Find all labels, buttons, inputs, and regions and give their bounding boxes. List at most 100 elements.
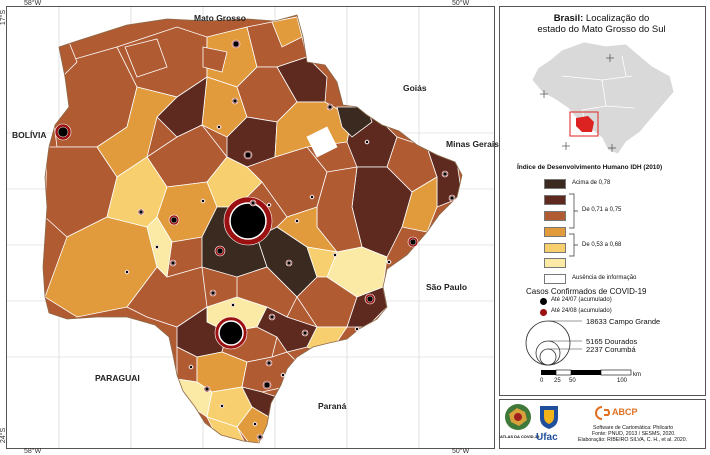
cases-circle-jul (449, 195, 455, 201)
atlas-logo-text: ATLAS DA COVID-19 (500, 434, 540, 439)
label-mato-grosso: Mato Grosso (194, 13, 246, 23)
cases-circle-jul (232, 98, 238, 104)
cases-legend-dot (540, 309, 547, 316)
circle-place-2: Dourados (604, 337, 638, 346)
inset-brazil-map (531, 41, 675, 155)
ufac-shield-icon (540, 406, 558, 429)
brazil-shape (531, 41, 675, 155)
lon-label-bottom-left: 58°W (24, 448, 42, 455)
label-parana: Paraná (318, 401, 347, 411)
idh-swatch (544, 274, 566, 284)
label-bolivia: BOLÍVIA (12, 130, 47, 140)
municipality (124, 38, 168, 78)
municipality (271, 16, 303, 48)
label-sao-paulo: São Paulo (426, 282, 468, 292)
cases-circle-jul (263, 381, 271, 389)
cases-circle-jul (365, 140, 369, 144)
idh-bracket-1-label: De 0,71 a 0,75 (582, 207, 622, 213)
credits-line-1: Software de Cartomática: Philcarto (593, 425, 674, 431)
map-svg (7, 7, 494, 448)
cases-circle-jul (201, 199, 205, 203)
cases-circle-jul (217, 125, 221, 129)
cases-circle-jul (170, 216, 178, 224)
legend-title-line2: estado do Mato Grosso do Sul (537, 24, 666, 35)
municipality (346, 286, 388, 328)
cases-circle-jul (210, 290, 216, 296)
legend-title-bold: Brasil: (553, 13, 584, 24)
cases-circle-jul (250, 200, 256, 206)
credits-line-3: Elaboração: RIBEIRO SILVA, C. H., et al.… (578, 437, 688, 443)
circle-label-campo-grande: 18633 Campo Grande (586, 317, 660, 326)
cases-circle-jul (220, 404, 224, 408)
idh-swatch (544, 227, 566, 237)
idh-title: Índice de Desenvolvimento Humano IDH (20… (517, 164, 663, 171)
cases-circle-jul (257, 434, 263, 440)
cases-circle-jul (269, 314, 275, 320)
circle-large (525, 320, 571, 366)
cases-legend-dot (540, 298, 547, 305)
cases-circle-jul (218, 320, 244, 346)
circle-label-dourados: 5165 Dourados (586, 337, 637, 346)
cases-circle-jul (125, 270, 129, 274)
brazil-internal-borders (561, 55, 635, 127)
cases-circle-jul (333, 253, 337, 257)
label-paraguai: PARAGUAI (95, 373, 140, 383)
circle-value-2: 5165 (586, 337, 603, 346)
proportional-circles-legend (525, 320, 582, 366)
cases-circle-jul (310, 195, 314, 199)
idh-swatch (544, 179, 566, 189)
cases-circle-jul (327, 104, 333, 110)
label-minas-gerais: Minas Gerais (446, 139, 499, 149)
abcp-logo-text: ABCP (612, 407, 638, 417)
scale-tick-50: 50 (569, 378, 576, 384)
cases-circle-jul (189, 365, 193, 369)
ufac-logo-text: Ufac (536, 432, 558, 443)
cases-circle-jul (57, 126, 69, 138)
highlight-box (569, 111, 599, 137)
label-goias: Goiás (403, 83, 427, 93)
cases-title: Casos Confirmados de COVID-19 (526, 287, 647, 296)
cases-circle-jul (267, 203, 271, 207)
scale-tick-25: 25 (554, 378, 561, 384)
cases-circle-jul (170, 260, 176, 266)
lon-label-top-left: 58°W (24, 0, 42, 7)
cases-circle-jul (286, 260, 292, 266)
cases-circle-jul (281, 373, 285, 377)
cases-layer (54, 39, 456, 441)
cases-circle-jul (231, 303, 235, 307)
abcp-logo-icon (595, 406, 610, 420)
cases-circle-jul (155, 245, 159, 249)
cases-circle-jul (442, 171, 448, 177)
map-frame (6, 6, 495, 449)
cases-legend-label: Até 24/07 (acumulado) (551, 297, 612, 303)
mato-grosso-do-sul-inset (576, 116, 594, 132)
cases-circle-jul (216, 247, 224, 255)
cases-circle-jul (366, 295, 374, 303)
circle-value-3: 2237 (586, 345, 603, 354)
idh-swatch (544, 195, 566, 205)
cases-circle-jul (138, 209, 144, 215)
cases-circle-jul (295, 219, 299, 223)
idh-swatch-label: Ausência de informação (572, 275, 637, 281)
circle-small (539, 348, 557, 366)
cases-circle-jul (409, 238, 417, 246)
cases-circle-jul (387, 260, 391, 264)
legend-title-line1: Brasil: Localização do (499, 13, 704, 24)
scale-unit: km (633, 372, 641, 378)
lat-label-top: 17°S (0, 9, 8, 26)
cases-circle-jul (355, 327, 359, 331)
credits-line-2: Fonte: PNUD, 2013 / SESMS, 2020. (592, 431, 676, 437)
idh-swatch-label: Acima de 0,78 (572, 180, 611, 186)
scale-tick-100: 100 (617, 378, 628, 384)
cases-circle-jul (204, 386, 210, 392)
cases-circle-jul (229, 202, 267, 240)
idh-swatch (544, 243, 566, 253)
circle-place-3: Corumbá (604, 345, 636, 354)
circle-value-1: 18633 (586, 317, 607, 326)
lon-label-bottom-right: 50°W (452, 448, 470, 455)
scale-bar (541, 369, 632, 376)
cases-circle-jul (244, 151, 252, 159)
circle-label-corumba: 2237 Corumbá (586, 345, 636, 354)
circle-medium (535, 340, 561, 366)
lat-label-bottom: 24°S (0, 427, 8, 444)
